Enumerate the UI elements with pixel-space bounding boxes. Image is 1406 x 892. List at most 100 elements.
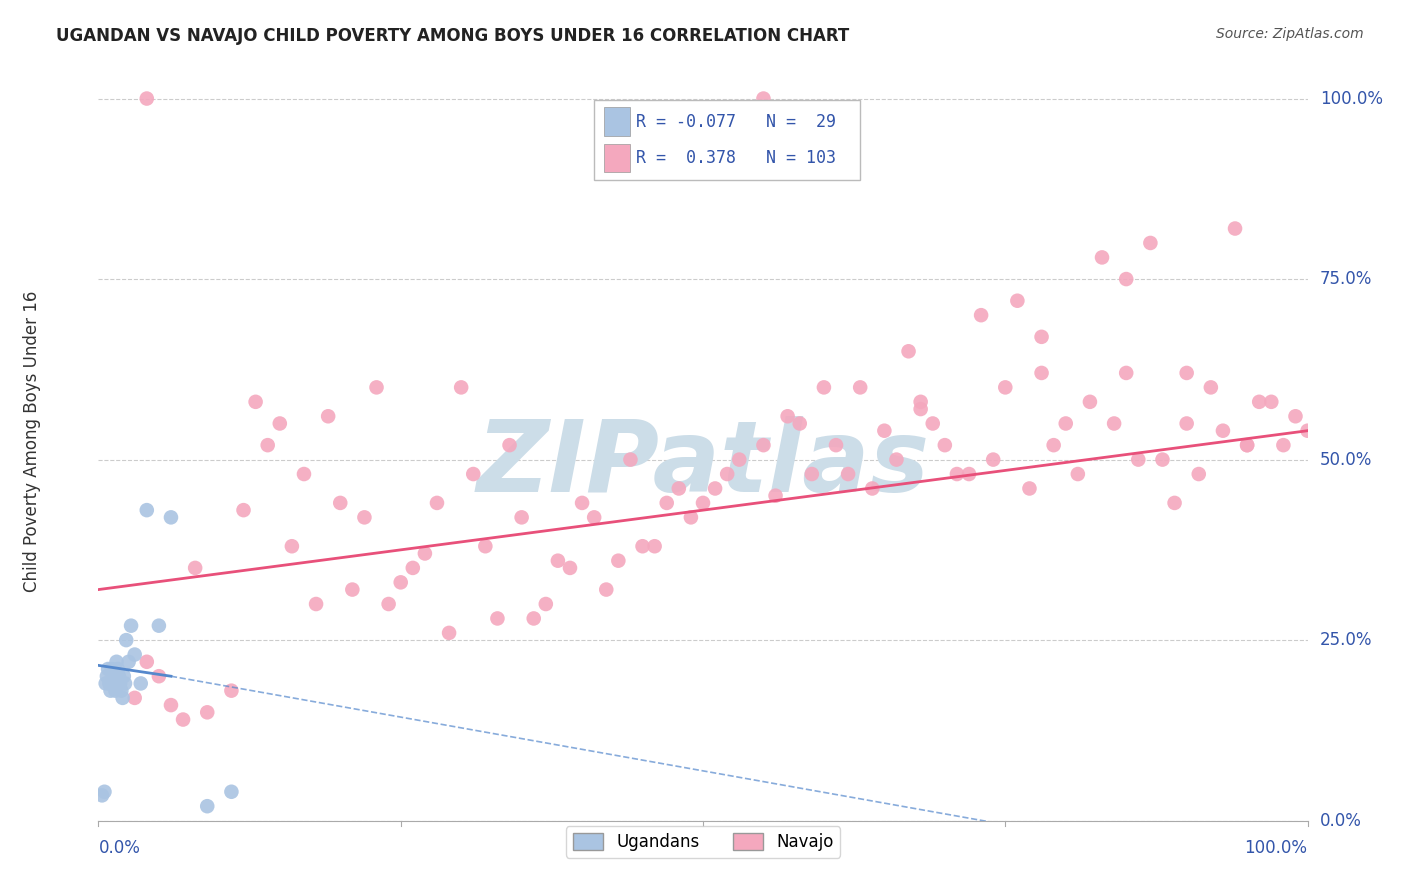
Point: [94, 676, 117, 690]
Point: [195, 799, 218, 814]
Text: 100.0%: 100.0%: [1244, 838, 1308, 856]
Point: [668, 482, 690, 496]
Point: [342, 582, 364, 597]
Point: [1249, 394, 1271, 409]
Point: [1223, 221, 1246, 235]
Point: [108, 669, 131, 683]
Point: [1067, 467, 1090, 481]
Point: [825, 438, 848, 452]
Point: [607, 554, 630, 568]
Point: [105, 655, 128, 669]
Point: [100, 662, 122, 676]
Text: 50.0%: 50.0%: [1320, 450, 1372, 468]
Point: [776, 409, 799, 424]
Point: [486, 611, 509, 625]
Point: [946, 467, 969, 481]
Point: [583, 510, 606, 524]
Point: [100, 683, 122, 698]
Point: [1284, 409, 1306, 424]
Point: [148, 669, 170, 683]
Point: [114, 676, 136, 690]
Text: 75.0%: 75.0%: [1320, 270, 1372, 288]
Point: [1260, 394, 1282, 409]
Point: [118, 655, 141, 669]
Point: [800, 467, 823, 481]
Point: [1236, 438, 1258, 452]
Point: [1139, 235, 1161, 250]
Point: [474, 539, 496, 553]
Point: [860, 482, 883, 496]
Point: [160, 698, 183, 712]
Point: [129, 676, 152, 690]
Point: [498, 438, 520, 452]
Point: [704, 482, 727, 496]
Point: [463, 467, 485, 481]
Bar: [603, 107, 630, 136]
Point: [1163, 496, 1185, 510]
Point: [873, 424, 896, 438]
Point: [644, 539, 666, 553]
Point: [631, 539, 654, 553]
Point: [135, 91, 157, 105]
Point: [245, 394, 267, 409]
Point: [765, 489, 787, 503]
Point: [1199, 380, 1222, 394]
Point: [426, 496, 449, 510]
Point: [510, 510, 533, 524]
Point: [402, 561, 425, 575]
Point: [813, 380, 835, 394]
Point: [994, 380, 1017, 394]
Point: [124, 648, 146, 662]
Point: [111, 690, 134, 705]
Point: [120, 618, 142, 632]
Point: [184, 561, 207, 575]
Point: [124, 690, 146, 705]
Point: [329, 496, 352, 510]
Point: [450, 380, 472, 394]
Point: [1115, 272, 1137, 286]
Legend: Ugandans, Navajo: Ugandans, Navajo: [567, 826, 839, 858]
Point: [692, 496, 714, 510]
Point: [389, 575, 412, 590]
Point: [595, 582, 617, 597]
Point: [571, 496, 593, 510]
Point: [1018, 482, 1040, 496]
Point: [108, 676, 131, 690]
Point: [1054, 417, 1077, 431]
Point: [221, 683, 243, 698]
Point: [148, 618, 170, 632]
Point: [1212, 424, 1234, 438]
Point: [98, 676, 121, 690]
Point: [558, 561, 581, 575]
Point: [1175, 417, 1198, 431]
Text: 100.0%: 100.0%: [1320, 89, 1382, 108]
Point: [1188, 467, 1211, 481]
Point: [160, 510, 183, 524]
Point: [970, 308, 993, 322]
Point: [1031, 330, 1053, 344]
Text: Source: ZipAtlas.com: Source: ZipAtlas.com: [1216, 27, 1364, 41]
Point: [1031, 366, 1053, 380]
Point: [619, 452, 641, 467]
Point: [110, 683, 132, 698]
Point: [716, 467, 738, 481]
Point: [655, 496, 678, 510]
Point: [1128, 452, 1150, 467]
Point: [437, 626, 460, 640]
Point: [752, 438, 775, 452]
Point: [112, 669, 135, 683]
Point: [269, 417, 291, 431]
Text: UGANDAN VS NAVAJO CHILD POVERTY AMONG BOYS UNDER 16 CORRELATION CHART: UGANDAN VS NAVAJO CHILD POVERTY AMONG BO…: [56, 27, 849, 45]
Text: 0.0%: 0.0%: [1320, 812, 1361, 830]
Point: [789, 417, 811, 431]
Point: [1175, 366, 1198, 380]
Point: [679, 510, 702, 524]
Point: [101, 669, 124, 683]
Text: ZIPatlas: ZIPatlas: [477, 416, 929, 513]
Point: [103, 676, 125, 690]
Point: [366, 380, 388, 394]
Point: [281, 539, 304, 553]
Point: [1102, 417, 1125, 431]
Point: [910, 394, 932, 409]
Point: [91, 789, 114, 803]
